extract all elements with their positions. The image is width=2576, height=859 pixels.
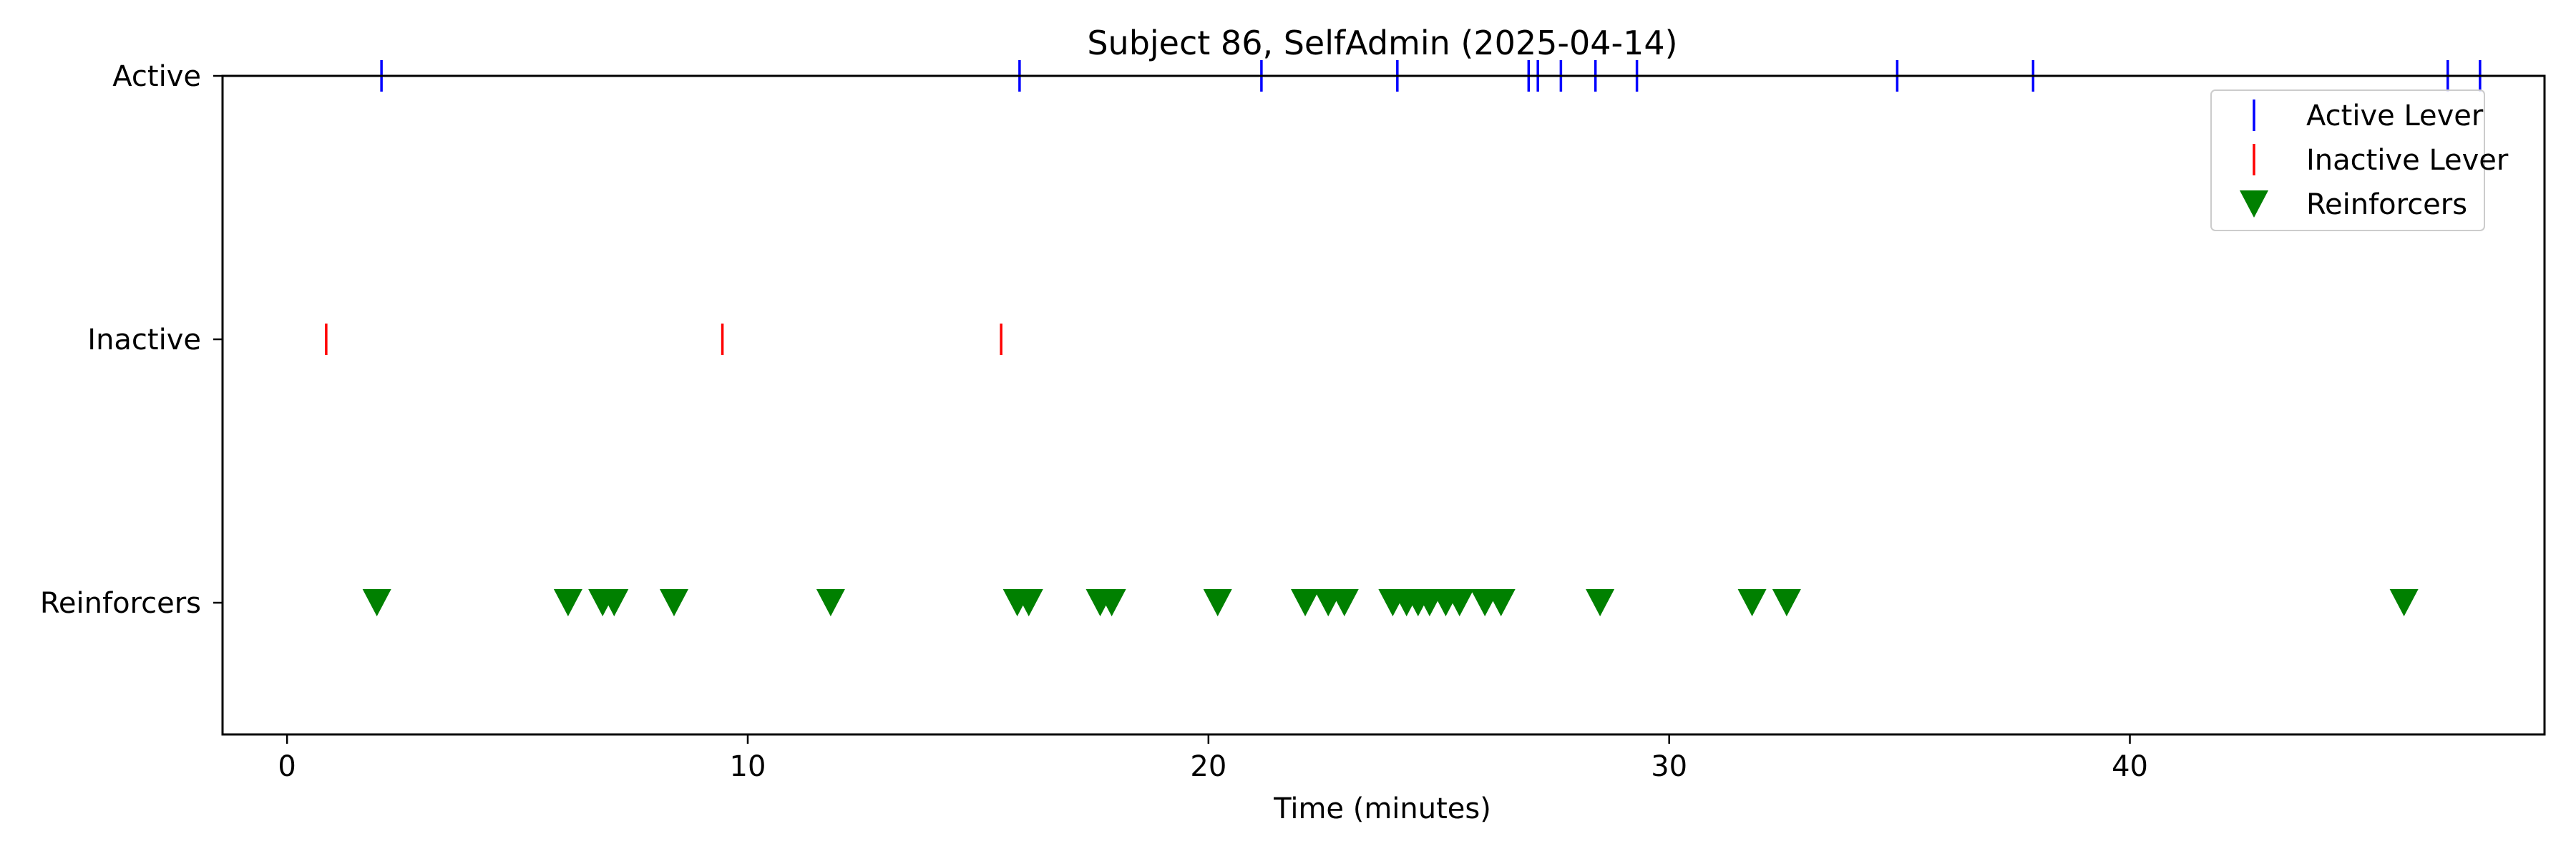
- legend: Active Lever Inactive Lever Reinforcers: [2210, 89, 2509, 231]
- legend-label: Active Lever: [2306, 100, 2484, 132]
- reinforcer-marker: [553, 589, 582, 616]
- reinforcer-marker: [816, 589, 845, 616]
- x-tick-label: 20: [1190, 750, 1226, 783]
- reinforcer-marker: [1586, 589, 1615, 616]
- x-tick-label: 10: [730, 750, 766, 783]
- reinforcer-marker: [1014, 589, 1043, 616]
- y-tick-label: Reinforcers: [40, 587, 201, 620]
- legend-marker: [2240, 190, 2268, 218]
- legend-label: Inactive Lever: [2306, 144, 2509, 177]
- x-tick-label: 30: [1651, 750, 1687, 783]
- reinforcer-marker: [1097, 589, 1126, 616]
- reinforcer-marker: [2389, 589, 2419, 616]
- reinforcer-marker: [1772, 589, 1801, 616]
- x-tick-label: 0: [278, 750, 296, 783]
- axes-layer: 0 10 20 30 40 Reinforcers Inactive Active: [40, 60, 2148, 783]
- reinforcer-marker: [600, 589, 629, 616]
- y-tick-label: Inactive: [87, 324, 201, 356]
- reinforcer-marker: [1737, 589, 1767, 616]
- chart-title: Subject 86, SelfAdmin (2025-04-14): [1087, 24, 1677, 62]
- x-axis-label: Time (minutes): [1273, 792, 1491, 825]
- reinforcer-marker: [1330, 589, 1359, 616]
- y-tick-label: Active: [112, 60, 201, 93]
- legend-label: Reinforcers: [2306, 188, 2467, 221]
- reinforcer-marker: [1486, 589, 1516, 616]
- x-tick-label: 40: [2112, 750, 2148, 783]
- reinforcer-marker: [1203, 589, 1232, 616]
- reinforcer-marker: [659, 589, 688, 616]
- legend-box: [2210, 89, 2485, 231]
- plot-frame: [221, 74, 2546, 736]
- reinforcer-marker: [1291, 589, 1320, 616]
- reinforcer-marker: [362, 589, 391, 616]
- reinforcer-marker: [1445, 589, 1474, 616]
